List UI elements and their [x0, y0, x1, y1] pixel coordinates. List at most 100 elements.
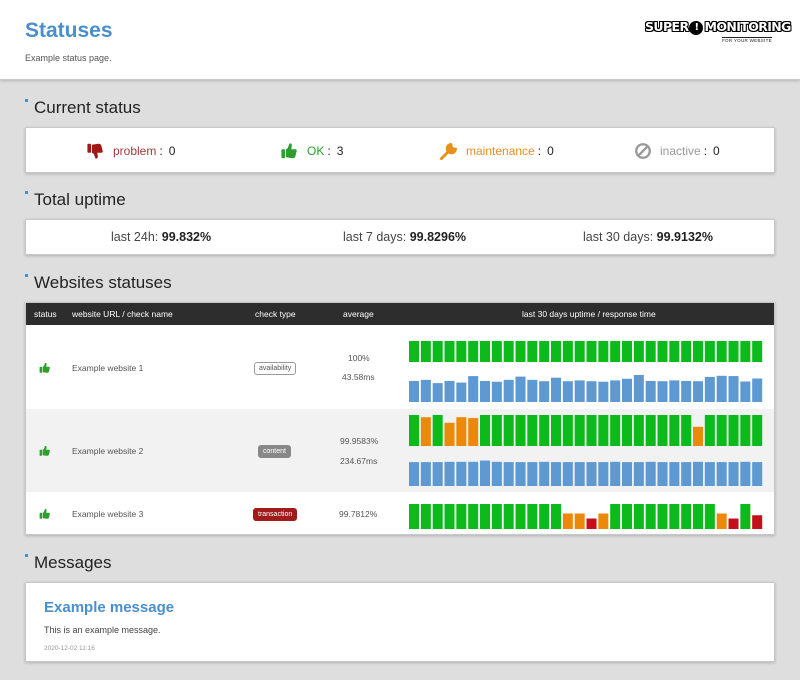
response-time-bar[interactable] — [681, 462, 692, 486]
uptime-bar[interactable] — [468, 418, 479, 446]
uptime-bar[interactable] — [480, 504, 491, 529]
uptime-bar[interactable] — [728, 415, 739, 446]
uptime-bar[interactable] — [432, 341, 443, 362]
response-time-bar[interactable] — [491, 461, 502, 486]
response-time-bar[interactable] — [693, 461, 704, 486]
response-time-bar[interactable] — [728, 462, 739, 486]
response-time-bar[interactable] — [539, 461, 550, 486]
table-row[interactable]: Example website 3 transaction 99.7812% — [26, 492, 774, 534]
uptime-bar[interactable] — [527, 504, 538, 529]
website-name[interactable]: Example website 3 — [72, 509, 144, 519]
response-time-bar[interactable] — [515, 376, 526, 402]
uptime-bar[interactable] — [728, 341, 739, 362]
uptime-bar[interactable] — [503, 504, 514, 529]
uptime-bar[interactable] — [574, 513, 585, 530]
response-time-bar[interactable] — [574, 380, 585, 402]
uptime-bar[interactable] — [693, 426, 704, 446]
response-time-bar[interactable] — [491, 381, 502, 402]
uptime-bar[interactable] — [503, 415, 514, 446]
uptime-bar[interactable] — [420, 417, 431, 446]
response-time-bar[interactable] — [527, 462, 538, 486]
uptime-bar[interactable] — [704, 504, 715, 529]
uptime-bar[interactable] — [515, 341, 526, 362]
response-time-bar[interactable] — [669, 462, 680, 486]
uptime-bar[interactable] — [669, 415, 680, 446]
uptime-bar[interactable] — [610, 415, 621, 446]
uptime-bar[interactable] — [633, 504, 644, 529]
uptime-bar[interactable] — [586, 415, 597, 446]
response-time-bar[interactable] — [503, 462, 514, 486]
uptime-bar[interactable] — [574, 341, 585, 362]
uptime-bar[interactable] — [551, 504, 562, 529]
response-time-bar[interactable] — [574, 462, 585, 486]
response-time-bar[interactable] — [598, 462, 609, 486]
response-time-bar[interactable] — [645, 461, 656, 486]
response-time-bar[interactable] — [527, 379, 538, 402]
response-time-bar[interactable] — [468, 461, 479, 486]
response-time-bar[interactable] — [693, 381, 704, 402]
uptime-bar[interactable] — [752, 515, 763, 529]
uptime-bar[interactable] — [539, 415, 550, 446]
response-time-bar[interactable] — [598, 381, 609, 402]
website-name[interactable]: Example website 2 — [72, 446, 144, 456]
response-time-bar[interactable] — [704, 462, 715, 486]
uptime-bar[interactable] — [539, 504, 550, 529]
response-time-bar[interactable] — [740, 381, 751, 402]
uptime-bar[interactable] — [645, 415, 656, 446]
uptime-bar[interactable] — [622, 341, 633, 362]
uptime-bar[interactable] — [551, 415, 562, 446]
uptime-bar[interactable] — [432, 415, 443, 446]
response-time-bar[interactable] — [633, 375, 644, 402]
uptime-bar[interactable] — [527, 415, 538, 446]
response-time-bar[interactable] — [515, 462, 526, 486]
uptime-bar[interactable] — [657, 415, 668, 446]
uptime-bar[interactable] — [657, 504, 668, 529]
uptime-bar[interactable] — [491, 341, 502, 362]
uptime-bar[interactable] — [480, 341, 491, 362]
response-time-bar[interactable] — [432, 462, 443, 486]
uptime-bar[interactable] — [669, 341, 680, 362]
uptime-bar[interactable] — [444, 341, 455, 362]
uptime-bar[interactable] — [562, 513, 573, 530]
response-time-bar[interactable] — [420, 379, 431, 402]
response-time-bar[interactable] — [456, 382, 467, 402]
uptime-bar[interactable] — [468, 341, 479, 362]
response-time-bar[interactable] — [681, 380, 692, 402]
response-time-bar[interactable] — [716, 462, 727, 486]
response-time-bar[interactable] — [468, 376, 479, 402]
response-time-bar[interactable] — [551, 377, 562, 402]
uptime-bar[interactable] — [693, 504, 704, 529]
uptime-bar[interactable] — [574, 415, 585, 446]
uptime-bar[interactable] — [622, 504, 633, 529]
response-time-bar[interactable] — [716, 375, 727, 402]
uptime-bar[interactable] — [752, 415, 763, 446]
uptime-bar[interactable] — [704, 341, 715, 362]
uptime-bar[interactable] — [740, 504, 751, 529]
uptime-bar[interactable] — [491, 504, 502, 529]
response-time-bar[interactable] — [444, 461, 455, 486]
uptime-bar[interactable] — [633, 341, 644, 362]
uptime-bar[interactable] — [539, 341, 550, 362]
response-time-bar[interactable] — [657, 381, 668, 402]
uptime-bar[interactable] — [669, 504, 680, 529]
uptime-bar[interactable] — [409, 341, 420, 362]
table-row[interactable]: Example website 1 availability 100% 43.5… — [26, 325, 774, 409]
uptime-bar[interactable] — [456, 341, 467, 362]
uptime-bar[interactable] — [409, 504, 420, 529]
response-time-bar[interactable] — [409, 462, 420, 486]
uptime-bar[interactable] — [681, 415, 692, 446]
response-time-bar[interactable] — [752, 378, 763, 402]
uptime-bar[interactable] — [681, 504, 692, 529]
uptime-bar[interactable] — [586, 518, 597, 530]
response-time-bar[interactable] — [456, 461, 467, 486]
uptime-bar[interactable] — [716, 415, 727, 446]
response-time-bar[interactable] — [610, 461, 621, 486]
uptime-bar[interactable] — [491, 415, 502, 446]
uptime-bar[interactable] — [657, 341, 668, 362]
uptime-bar[interactable] — [432, 504, 443, 529]
uptime-bar[interactable] — [586, 341, 597, 362]
uptime-bar[interactable] — [740, 415, 751, 446]
uptime-bar[interactable] — [752, 341, 763, 362]
uptime-bar[interactable] — [551, 341, 562, 362]
response-time-bar[interactable] — [728, 376, 739, 402]
